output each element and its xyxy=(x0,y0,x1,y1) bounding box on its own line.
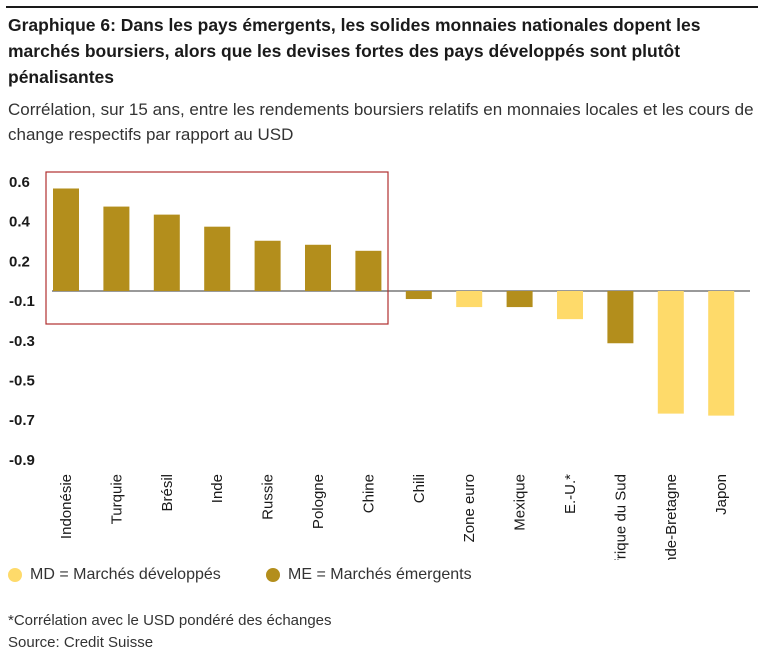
category-label: Afrique du Sud xyxy=(612,474,629,560)
top-rule xyxy=(6,6,758,8)
bar-russie xyxy=(254,240,281,291)
bar-indon-sie xyxy=(53,188,79,291)
bar-chili xyxy=(405,291,432,300)
bar-mexique xyxy=(506,291,533,308)
bar-inde xyxy=(204,226,231,291)
category-label: Chili xyxy=(411,474,428,503)
y-tick-label: -0.7 xyxy=(9,412,35,429)
bar-e-u- xyxy=(557,291,583,320)
chart-title: Graphique 6: Dans les pays émergents, le… xyxy=(8,15,701,87)
bar-pologne xyxy=(305,244,331,291)
y-tick-label: -0.9 xyxy=(9,452,35,469)
chart-subtitle: Corrélation, sur 15 ans, entre les rende… xyxy=(8,100,754,144)
legend-label-me: ME = Marchés émergents xyxy=(288,566,472,583)
category-label: Indonésie xyxy=(58,474,75,539)
y-tick-label: 0.2 xyxy=(9,253,30,270)
footnote: *Corrélation avec le USD pondéré des éch… xyxy=(8,612,332,629)
bar-turquie xyxy=(103,206,130,291)
category-label: Zone euro xyxy=(461,474,478,542)
legend-swatch-me xyxy=(266,568,280,582)
bar-afrique-du-sud xyxy=(607,291,634,344)
y-tick-label: -0.1 xyxy=(9,293,35,310)
bar-zone-euro xyxy=(456,291,483,308)
category-label: Chine xyxy=(360,474,377,513)
bar-japon xyxy=(708,291,735,416)
category-label: Russie xyxy=(260,474,277,520)
source-note: Source: Credit Suisse xyxy=(8,634,154,651)
category-label: Turquie xyxy=(108,474,125,524)
legend-label-md: MD = Marchés développés xyxy=(30,566,221,583)
legend-item-me: ME = Marchés émergents xyxy=(266,566,472,584)
category-label: Mexique xyxy=(512,474,529,531)
category-label: Inde xyxy=(209,474,226,503)
legend-item-md: MD = Marchés développés xyxy=(8,566,221,584)
y-tick-label: 0.4 xyxy=(9,214,31,231)
category-label: Pologne xyxy=(310,474,327,529)
category-label: E.-U.* xyxy=(562,474,579,514)
y-tick-label: -0.5 xyxy=(9,373,35,390)
y-tick-label: -0.3 xyxy=(9,333,35,350)
bar-grande-bretagne xyxy=(657,291,684,414)
bar-chine xyxy=(355,250,382,291)
bar-br-sil xyxy=(153,214,180,291)
category-label: Brésil xyxy=(159,474,176,512)
highlight-box xyxy=(45,171,389,325)
legend-swatch-md xyxy=(8,568,22,582)
category-label: Grande-Bretagne xyxy=(663,474,680,560)
bar-chart: 0.6 0.4 0.2 -0.1 -0.3 -0.5 -0.7 -0.9 Indonésie Tu… xyxy=(9,171,750,560)
category-label: Japon xyxy=(713,474,730,515)
y-tick-label: 0.6 xyxy=(9,174,30,191)
